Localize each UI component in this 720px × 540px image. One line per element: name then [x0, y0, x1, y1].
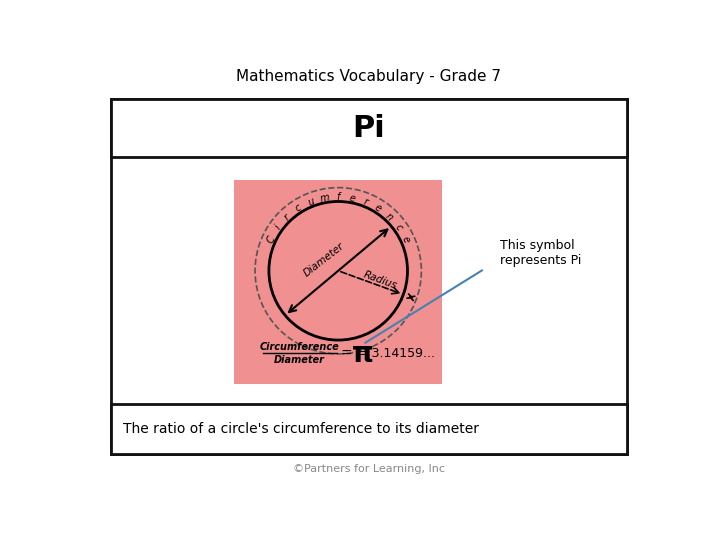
Text: c: c: [294, 203, 303, 214]
Bar: [111, 403, 627, 454]
Text: r: r: [282, 212, 292, 222]
Text: Pi: Pi: [353, 114, 385, 143]
Text: Diameter: Diameter: [274, 355, 325, 366]
Circle shape: [269, 201, 408, 340]
Text: i: i: [274, 224, 283, 232]
Text: Mathematics Vocabulary - Grade 7: Mathematics Vocabulary - Grade 7: [236, 69, 502, 84]
Text: e: e: [348, 193, 356, 204]
Text: f: f: [336, 192, 340, 202]
Text: u: u: [306, 197, 315, 208]
Text: C: C: [265, 234, 277, 245]
Bar: [111, 99, 627, 157]
Text: c: c: [392, 222, 404, 233]
Text: Diameter: Diameter: [302, 240, 346, 278]
Bar: [234, 180, 442, 384]
Text: Radius: Radius: [362, 269, 399, 291]
Text: e: e: [373, 202, 383, 214]
Text: =: =: [340, 347, 351, 361]
Text: Circumference: Circumference: [260, 342, 340, 353]
Text: r: r: [361, 197, 369, 207]
Bar: [111, 99, 627, 454]
Text: m: m: [319, 192, 330, 204]
Text: The ratio of a circle's circumference to its diameter: The ratio of a circle's circumference to…: [122, 422, 479, 436]
Text: n: n: [383, 211, 395, 222]
Text: ©Partners for Learning, Inc: ©Partners for Learning, Inc: [293, 464, 445, 474]
Text: = 3.14159...: = 3.14159...: [357, 347, 435, 360]
Text: This symbol
represents Pi: This symbol represents Pi: [500, 239, 581, 267]
Text: π: π: [352, 340, 374, 368]
Text: e: e: [400, 235, 411, 245]
